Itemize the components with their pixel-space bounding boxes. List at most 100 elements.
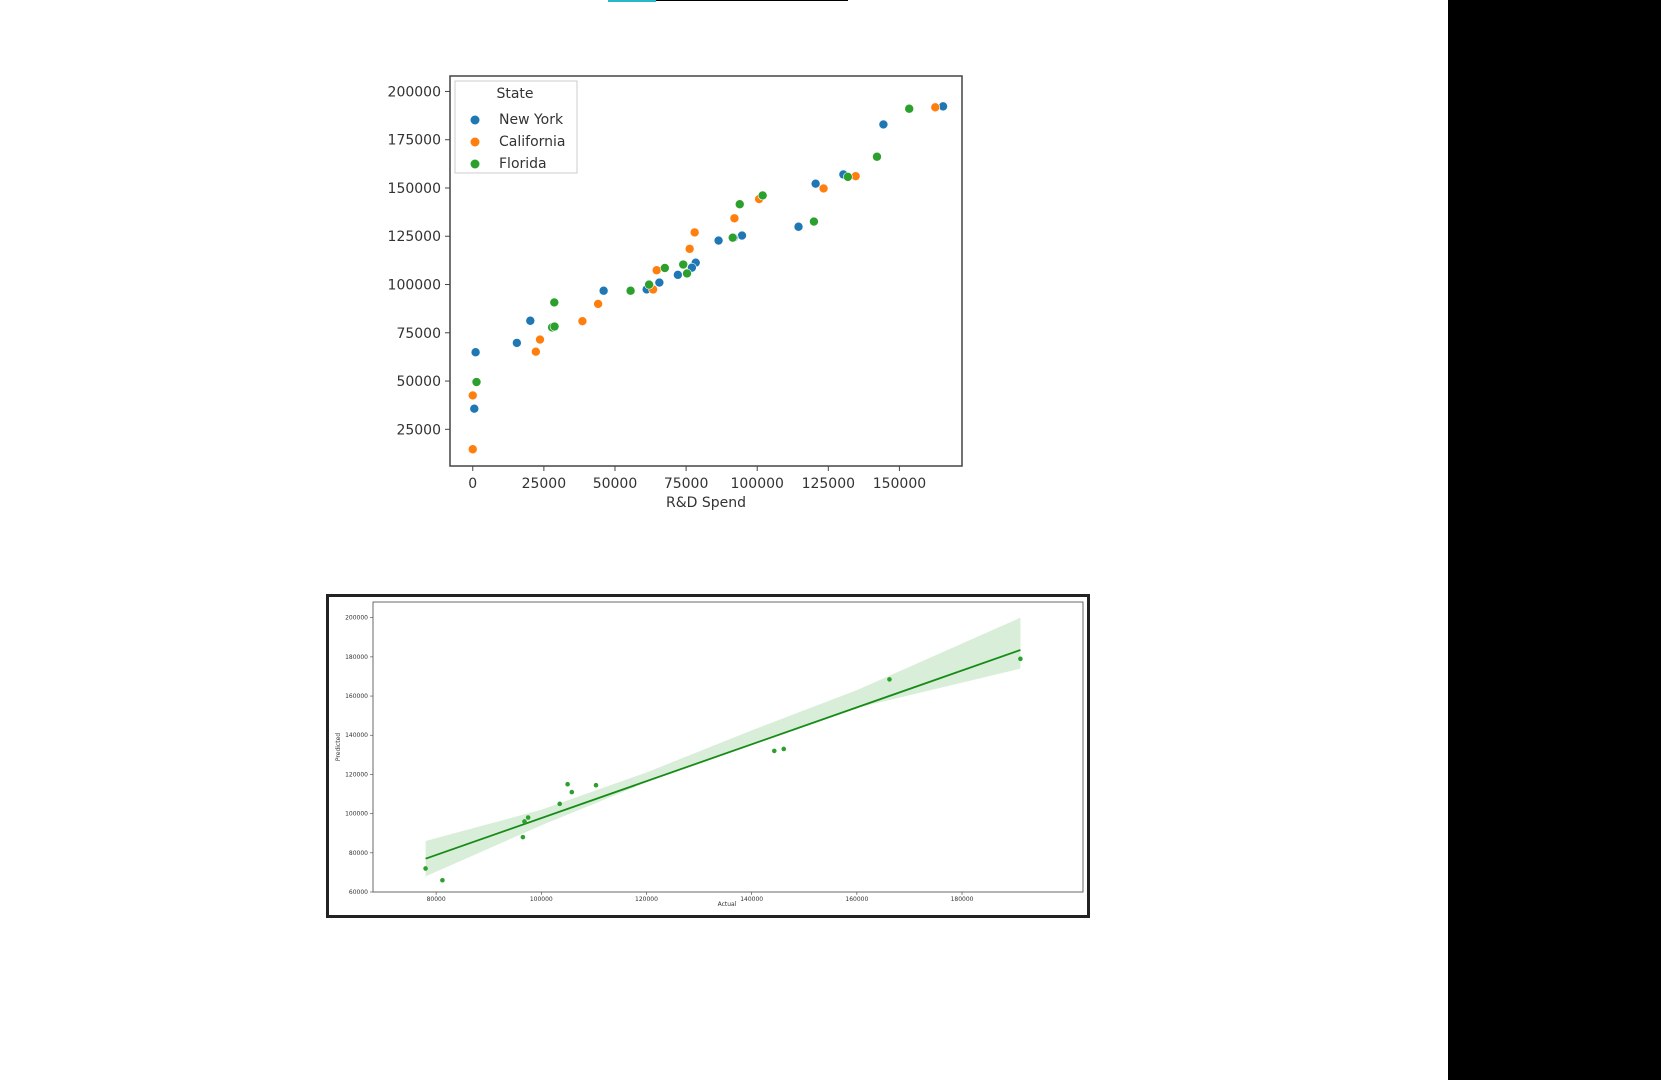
- actual-vs-predicted-chart: 60000 80000 100000 120000 140000 160000 180000…: [326, 594, 1090, 918]
- y-tick-label: 175000: [388, 133, 441, 149]
- chart1-legend-box: [454, 80, 578, 174]
- legend-marker-california: [470, 137, 480, 147]
- point-california: [467, 390, 478, 401]
- point-florida: [734, 199, 745, 210]
- point-florida: [625, 285, 636, 296]
- y-tick-label: 125000: [388, 229, 441, 245]
- point-california: [577, 316, 588, 326]
- x-tick-label: 25000: [522, 476, 567, 492]
- y-tick-label: 100000: [388, 278, 441, 294]
- point-florida: [809, 216, 819, 227]
- y-tick-label: 25000: [396, 422, 441, 438]
- state-scatter-chart: 25000 50000 75000 100000 125000 150000 175000 2…: [388, 75, 963, 511]
- point-california: [684, 244, 695, 254]
- top-accent-bar: [608, 0, 656, 2]
- confidence-band: [425, 617, 1021, 877]
- y-tick-label: 80000: [349, 850, 368, 857]
- point-new-york: [512, 338, 522, 348]
- point-new-york: [525, 315, 536, 326]
- point-new-york: [713, 235, 724, 246]
- point-florida: [644, 279, 654, 290]
- point-new-york: [469, 403, 480, 414]
- point-new-york: [793, 221, 804, 232]
- point-prediction: [440, 877, 445, 883]
- point-prediction: [522, 819, 527, 824]
- y-tick-label: 180000: [345, 654, 368, 661]
- point-california: [535, 334, 545, 345]
- legend-marker-new-york: [470, 115, 480, 125]
- point-california: [689, 227, 700, 238]
- regression-line: [425, 649, 1021, 860]
- x-tick-label: 50000: [593, 476, 638, 492]
- point-california: [930, 102, 941, 113]
- chart1-x-axis-label: R&D Spend: [666, 495, 746, 511]
- legend-label-florida: Florida: [499, 156, 547, 172]
- x-tick-label: 0: [468, 476, 477, 492]
- point-new-york: [737, 230, 747, 241]
- y-tick-label: 160000: [345, 693, 368, 700]
- chart2-outer-border: [326, 594, 1090, 918]
- point-florida: [471, 377, 482, 387]
- point-florida: [727, 232, 738, 243]
- point-florida: [757, 190, 768, 201]
- point-prediction: [1018, 656, 1023, 662]
- point-prediction: [565, 781, 570, 787]
- x-tick-label: 140000: [740, 896, 763, 903]
- right-black-band: [1448, 0, 1661, 1080]
- y-tick-label: 120000: [345, 771, 368, 778]
- y-tick-label: 150000: [388, 181, 441, 197]
- chart2-x-axis-label: Actual: [718, 901, 737, 908]
- point-florida: [549, 321, 560, 332]
- point-florida: [549, 297, 560, 308]
- x-tick-label: 100000: [530, 896, 553, 903]
- point-california: [651, 265, 662, 276]
- x-tick-label: 100000: [730, 476, 783, 492]
- point-prediction: [887, 677, 892, 682]
- point-prediction: [520, 834, 526, 840]
- chart2-y-axis-label: Predicted: [335, 733, 342, 761]
- x-tick-label: 120000: [635, 896, 658, 903]
- x-tick-label: 160000: [845, 896, 868, 903]
- x-tick-label: 180000: [951, 896, 974, 903]
- point-california: [467, 444, 478, 455]
- x-tick-label: 80000: [427, 896, 446, 903]
- chart1-legend: State New York California Florida: [454, 80, 578, 174]
- point-california: [818, 183, 829, 194]
- y-tick-label: 60000: [349, 889, 368, 896]
- legend-label-new-york: New York: [499, 112, 564, 128]
- point-new-york: [470, 347, 481, 358]
- point-florida: [660, 263, 670, 273]
- point-florida: [872, 151, 882, 162]
- point-prediction: [525, 815, 531, 820]
- point-prediction: [569, 789, 575, 795]
- y-tick-label: 50000: [396, 374, 441, 390]
- point-new-york: [878, 119, 889, 130]
- point-new-york: [673, 270, 683, 280]
- point-new-york: [654, 277, 665, 288]
- chart1-plot-frame: [449, 75, 963, 467]
- top-divider-line: [656, 0, 848, 1]
- y-tick-label: 75000: [396, 326, 441, 342]
- legend-marker-florida: [470, 159, 480, 169]
- point-florida: [682, 268, 692, 279]
- point-prediction: [781, 746, 787, 752]
- point-prediction: [557, 801, 563, 807]
- y-tick-label: 140000: [345, 732, 368, 739]
- x-tick-label: 75000: [664, 476, 709, 492]
- point-prediction: [771, 748, 777, 754]
- point-new-york: [810, 178, 821, 189]
- x-tick-label: 125000: [802, 476, 855, 492]
- point-california: [531, 346, 541, 357]
- point-florida: [904, 103, 915, 114]
- x-tick-label: 150000: [873, 476, 926, 492]
- point-prediction: [423, 866, 428, 871]
- point-florida: [843, 172, 853, 182]
- point-new-york: [598, 285, 609, 296]
- legend-label-california: California: [499, 134, 565, 150]
- y-tick-label: 200000: [345, 615, 368, 622]
- y-tick-label: 200000: [388, 84, 441, 100]
- chart2-plot-frame: [372, 601, 1084, 893]
- point-california: [593, 299, 603, 309]
- point-florida: [678, 259, 689, 270]
- chart1-legend-title: State: [496, 86, 533, 102]
